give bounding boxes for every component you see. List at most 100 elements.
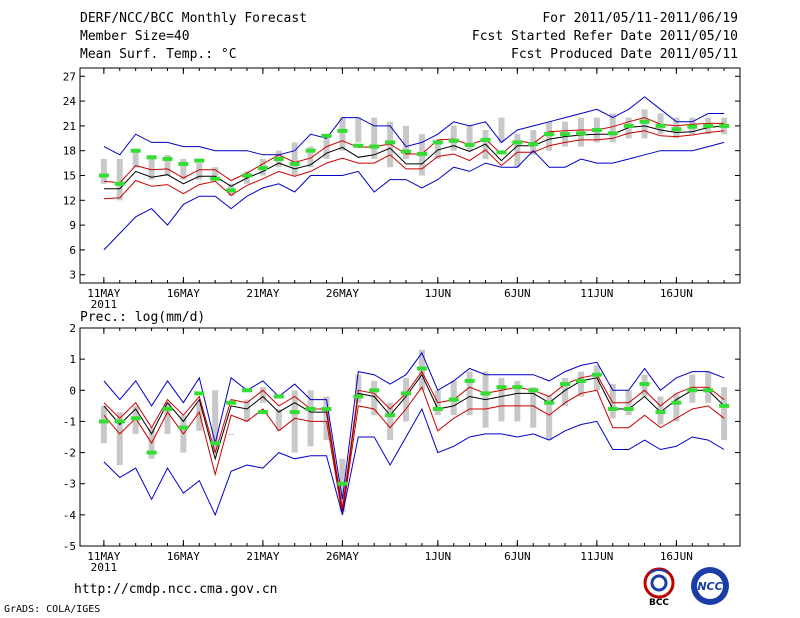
x-tick-label: 6JUN	[504, 550, 531, 563]
y-tick-label: 1	[69, 353, 76, 366]
obs-marker	[194, 158, 205, 163]
obs-marker	[146, 450, 157, 455]
ensemble-bar	[403, 377, 410, 422]
obs-marker	[305, 148, 316, 153]
obs-marker	[273, 156, 284, 161]
obs-marker	[607, 131, 618, 136]
ensemble-bar	[403, 125, 410, 159]
obs-marker	[257, 410, 268, 415]
ensemble-bar	[466, 125, 473, 151]
y-tick-label: 15	[63, 170, 76, 183]
y-tick-label: 12	[63, 194, 76, 207]
y-tick-label: 9	[69, 219, 76, 232]
x-tick-label: 6JUN	[504, 287, 531, 300]
chart-panel-1: 3 6 9 12 15 18 21 24 27 11MAY 16MAY 21MAY 26MAY 1JUN 6…	[63, 67, 741, 311]
obs-marker	[671, 400, 682, 405]
obs-marker	[687, 124, 698, 129]
y-tick-label: 0	[69, 384, 76, 397]
ensemble-bar	[371, 380, 378, 416]
obs-marker	[178, 161, 189, 166]
obs-marker	[337, 128, 348, 133]
obs-marker	[98, 419, 109, 424]
ensemble-bar	[307, 390, 314, 447]
obs-marker	[432, 140, 443, 145]
series-mean-line	[103, 373, 725, 512]
ncc-logo: NCC	[691, 567, 729, 605]
obs-marker	[226, 188, 237, 193]
forecast-produced: Fcst Produced Date 2011/05/11	[511, 47, 738, 62]
obs-marker	[289, 161, 300, 166]
series-envelope-max-line	[103, 96, 725, 156]
ensemble-bar	[498, 377, 505, 422]
ensemble-bar	[514, 380, 521, 422]
obs-marker	[210, 176, 221, 181]
obs-marker	[560, 132, 571, 137]
series-envelope-min-line	[103, 407, 725, 517]
obs-marker	[114, 419, 125, 424]
obs-marker	[623, 406, 634, 411]
obs-marker	[432, 406, 443, 411]
obs-marker	[241, 388, 252, 393]
series-upper-line	[103, 370, 725, 509]
obs-marker	[226, 400, 237, 405]
ensemble-bar	[546, 396, 553, 441]
obs-marker	[305, 406, 316, 411]
obs-marker	[655, 410, 666, 415]
series-envelope-min-line	[103, 141, 725, 251]
obs-marker	[480, 137, 491, 142]
ensemble-bar	[291, 142, 298, 176]
obs-marker	[162, 156, 173, 161]
x-tick-label: 26MAY	[326, 550, 359, 563]
plot-frame	[79, 327, 741, 547]
obs-marker	[114, 181, 125, 186]
y-tick-label: -5	[63, 540, 76, 553]
x-tick-label: 11MAY	[87, 287, 120, 300]
x-year-label: 2011	[91, 561, 118, 574]
obs-marker	[210, 441, 221, 446]
y-tick-label: 21	[63, 120, 76, 133]
x-tick-label: 11JUN	[580, 550, 613, 563]
precip-title: Prec.: log(mm/d)	[80, 310, 206, 325]
ensemble-bar	[116, 412, 123, 466]
x-tick-label: 21MAY	[246, 287, 279, 300]
source-url[interactable]: http://cmdp.ncc.cma.gov.cn	[74, 582, 278, 597]
obs-marker	[528, 142, 539, 147]
y-tick-label: -2	[63, 447, 76, 460]
obs-marker	[448, 397, 459, 402]
obs-marker	[130, 416, 141, 421]
x-tick-label: 1JUN	[425, 287, 452, 300]
y-tick-label: 2	[69, 322, 76, 335]
obs-marker	[369, 144, 380, 149]
ncc-logo-text: NCC	[697, 580, 722, 593]
x-tick-label: 16JUN	[660, 550, 693, 563]
obs-marker	[273, 394, 284, 399]
obs-marker	[591, 372, 602, 377]
ensemble-bar	[514, 134, 521, 168]
obs-marker	[289, 410, 300, 415]
y-tick-label: 24	[63, 95, 77, 108]
ensemble-bar	[450, 125, 457, 151]
ensemble-bar	[546, 121, 553, 151]
y-tick-label: 3	[69, 269, 76, 282]
ensemble-bar	[387, 402, 394, 441]
obs-marker	[607, 406, 618, 411]
obs-marker	[464, 142, 475, 147]
series-lower-line	[103, 130, 725, 200]
bcc-logo-text: BCC	[649, 598, 669, 607]
ensemble-bar	[259, 387, 266, 403]
x-tick-label: 1JUN	[425, 550, 452, 563]
ensemble-bar	[466, 371, 473, 416]
ensemble-bar	[721, 387, 728, 441]
ensemble-bar	[339, 117, 346, 151]
obs-marker	[655, 123, 666, 128]
y-tick-label: -4	[63, 509, 77, 522]
obs-marker	[703, 388, 714, 393]
obs-marker	[719, 123, 730, 128]
obs-marker	[575, 131, 586, 136]
chart-panel-2: -5 -4 -3 -2 -1 0 1 2 11MAY 16MAY 21MAY 26MAY 1JUN 6JU…	[63, 322, 741, 574]
ensemble-bar	[609, 384, 616, 419]
y-tick-label: 6	[69, 244, 76, 257]
y-tick-label: 18	[63, 145, 76, 158]
obs-marker	[496, 150, 507, 155]
ensemble-bar	[100, 405, 107, 444]
